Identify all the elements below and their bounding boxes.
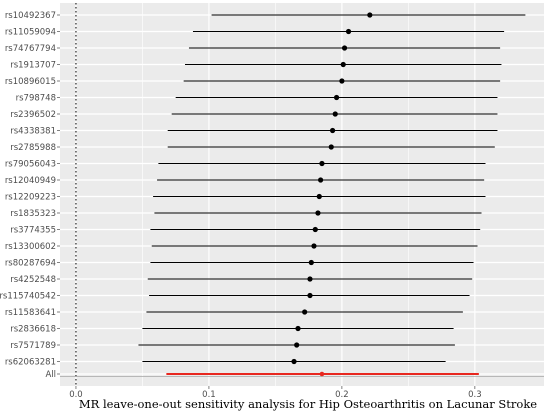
snp-label: rs10896015 [5,77,56,87]
estimate-point [318,177,324,183]
estimate-point [329,127,336,134]
snp-label: rs1913707 [10,61,56,71]
estimate-point [312,226,318,233]
snp-label: rs4338381 [10,127,56,137]
snp-label: rs10492367 [5,11,56,21]
snp-label: rs11583641 [5,308,56,318]
snp-label: rs2836618 [10,325,56,335]
snp-label: rs2785988 [10,143,56,153]
x-tick-label: 0.2 [335,390,349,400]
snp-label: rs1835323 [10,209,56,219]
estimate-point [367,12,373,18]
data-marks [138,12,526,377]
snp-label: rs62063281 [5,358,56,368]
snp-label: rs13300602 [5,242,56,252]
snp-label: rs115740542 [0,292,56,302]
snp-label: rs79056043 [5,160,56,170]
estimate-point [295,325,301,332]
estimate-point [345,28,352,35]
snp-label: rs3774355 [10,226,56,236]
x-tick-label: 0.0 [69,390,83,400]
x-tick-label: 0.1 [202,390,216,400]
estimate-point [307,292,313,299]
estimate-point [302,309,308,315]
estimate-point [311,243,317,249]
y-axis-labels: rs10492367 rs11059094 rs74767794 rs1913707 r… [0,11,60,380]
snp-label: rs12040949 [5,176,56,186]
x-axis-ticks: 0.0 0.1 0.2 0.3 [69,386,482,400]
estimate-point [316,193,322,200]
snp-label: rs12209223 [5,193,56,203]
x-tick-label: 0.3 [468,390,482,400]
snp-label: rs80287694 [5,259,56,269]
estimate-point [339,78,345,84]
estimate-point [294,342,300,348]
plot-panel-background [60,3,544,386]
estimate-point [308,259,314,266]
estimate-point [328,144,334,150]
estimate-point [340,61,346,68]
estimate-point [341,45,348,51]
snp-label: rs4252548 [10,275,56,285]
overall-label: All [45,370,56,380]
estimate-point [315,210,321,216]
estimate-point [332,111,338,117]
estimate-point [333,94,340,101]
snp-label: rs798748 [16,94,56,104]
snp-label: rs74767794 [5,44,56,54]
snp-label: rs7571789 [10,341,56,351]
snp-label: rs11059094 [5,28,56,38]
estimate-point [307,276,313,282]
snp-label: rs2396502 [10,110,56,120]
estimate-point [291,358,297,365]
estimate-point [319,160,325,167]
overall-point [319,371,325,377]
x-axis-title: MR leave-one-out sensitivity analysis fo… [79,397,537,411]
